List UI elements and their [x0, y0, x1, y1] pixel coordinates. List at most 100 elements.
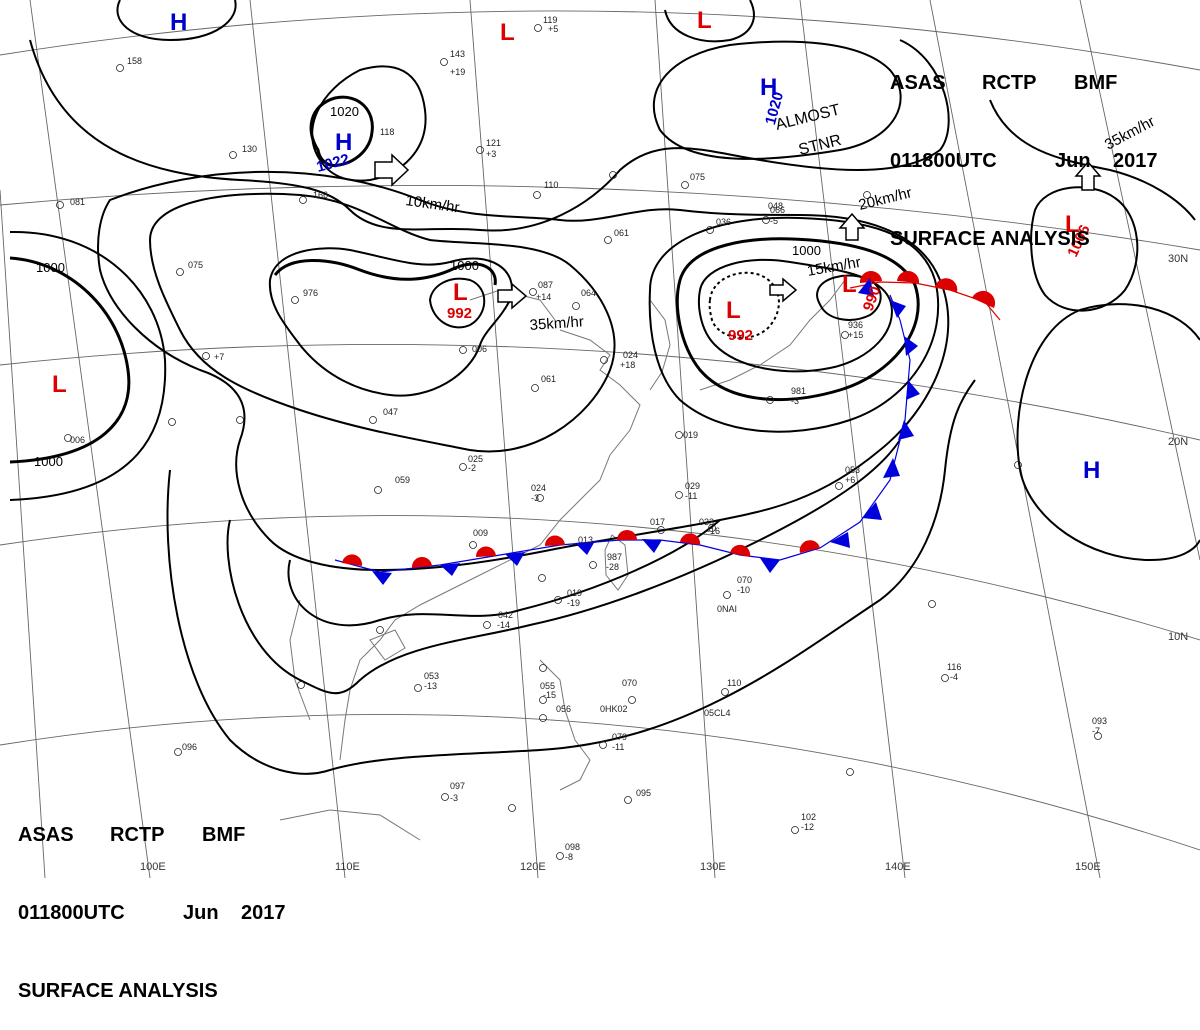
- station-value: 118: [380, 127, 394, 137]
- station-value: 166: [313, 190, 328, 200]
- station-value: -14: [497, 620, 510, 630]
- station-value: +7: [214, 352, 224, 362]
- station-value: 070: [622, 678, 637, 688]
- station-value: -28: [606, 562, 619, 572]
- station-value: 158: [127, 56, 142, 66]
- station-value: 976: [303, 288, 318, 298]
- header-year: 2017: [241, 900, 286, 926]
- station-value: -4: [950, 672, 958, 682]
- isobar-label: 1000: [34, 454, 63, 469]
- header-code: BMF: [1074, 70, 1134, 96]
- station-value: 116: [947, 662, 961, 672]
- station-value: -11: [612, 742, 624, 752]
- station-id: 0NAI: [717, 604, 737, 614]
- header-time: 011800UTC: [890, 148, 1055, 174]
- low-center-icon: L: [52, 371, 67, 398]
- station-value: 056: [556, 704, 571, 714]
- station-value: 098: [565, 842, 580, 852]
- header-station: RCTP: [110, 822, 202, 848]
- header-year: 2017: [1113, 148, 1158, 174]
- station-value: +15: [848, 330, 863, 340]
- lon-label: 130E: [700, 861, 726, 873]
- station-value: 987: [607, 552, 622, 562]
- station-value: 029: [685, 481, 700, 491]
- isobar-label: 1000: [450, 258, 479, 273]
- station-value: -13: [424, 681, 437, 691]
- station-value: -8: [565, 852, 573, 862]
- station-value: 081: [70, 197, 85, 207]
- station-value: 006: [70, 435, 85, 445]
- station-value: 075: [690, 172, 705, 182]
- isobar-label: 1020: [330, 104, 359, 119]
- station-value: 042: [498, 610, 513, 620]
- station-value: 121: [486, 138, 501, 148]
- station-value: +14: [536, 292, 551, 302]
- station-value: -3: [791, 396, 799, 406]
- station-value: -15: [543, 690, 556, 700]
- header-station: RCTP: [982, 70, 1074, 96]
- lon-label: 150E: [1075, 861, 1101, 873]
- lon-label: 110E: [335, 861, 360, 873]
- station-value: 006: [472, 344, 487, 354]
- lon-label: 120E: [520, 861, 546, 873]
- header-time: 011800UTC: [18, 900, 183, 926]
- station-value: -12: [801, 822, 814, 832]
- station-value: 079: [612, 732, 627, 742]
- station-value: 936: [848, 320, 863, 330]
- station-value: 024: [531, 483, 546, 493]
- station-value: -5: [770, 216, 778, 226]
- header-region: ASAS: [890, 70, 982, 96]
- station-value: 110: [544, 180, 558, 190]
- header-region: ASAS: [18, 822, 110, 848]
- high-center-icon: H: [170, 9, 187, 36]
- station-value: -11: [685, 491, 697, 501]
- header-title: SURFACE ANALYSIS: [18, 978, 318, 1004]
- station-value: -16: [707, 526, 720, 536]
- station-value: 097: [450, 781, 465, 791]
- station-value: +18: [620, 360, 635, 370]
- station-value: 013: [578, 535, 593, 545]
- station-value: -7: [1092, 726, 1100, 736]
- lat-label: 20N: [1168, 436, 1188, 448]
- station-value: -10: [737, 585, 750, 595]
- station-id: 05CL4: [704, 708, 731, 718]
- low-center-icon: L: [453, 279, 468, 306]
- high-center-icon: H: [1083, 457, 1100, 484]
- station-value: 053: [424, 671, 439, 681]
- station-value: 053: [845, 465, 860, 475]
- station-value: 143: [450, 49, 465, 59]
- station-value: 130: [242, 144, 257, 154]
- header-code: BMF: [202, 822, 262, 848]
- station-value: 017: [650, 517, 665, 527]
- lon-label: 140E: [885, 861, 911, 873]
- station-value: 019: [683, 430, 698, 440]
- station-value: 110: [727, 678, 741, 688]
- isobar-label: 1000: [36, 260, 65, 275]
- low-center-value: 992: [728, 327, 753, 344]
- station-value: 095: [636, 788, 651, 798]
- low-center-icon: L: [697, 7, 712, 34]
- station-value: +5: [548, 24, 558, 34]
- station-value: -3: [450, 793, 458, 803]
- low-center-icon: L: [500, 19, 515, 46]
- station-value: +3: [486, 149, 496, 159]
- lat-label: 10N: [1168, 631, 1188, 643]
- station-value: +6: [845, 475, 855, 485]
- low-center-icon: L: [726, 297, 741, 324]
- header-title: SURFACE ANALYSIS: [890, 226, 1180, 252]
- station-value: -19: [567, 598, 580, 608]
- station-value: 061: [614, 228, 629, 238]
- station-value: 075: [188, 260, 203, 270]
- station-value: 059: [395, 475, 410, 485]
- station-value: 981: [791, 386, 806, 396]
- station-value: 024: [623, 350, 638, 360]
- station-value: 093: [1092, 716, 1107, 726]
- low-center-value: 992: [447, 305, 472, 322]
- station-value: -2: [468, 463, 476, 473]
- header-month: Jun: [1055, 148, 1113, 174]
- station-id: 0HK02: [600, 704, 628, 714]
